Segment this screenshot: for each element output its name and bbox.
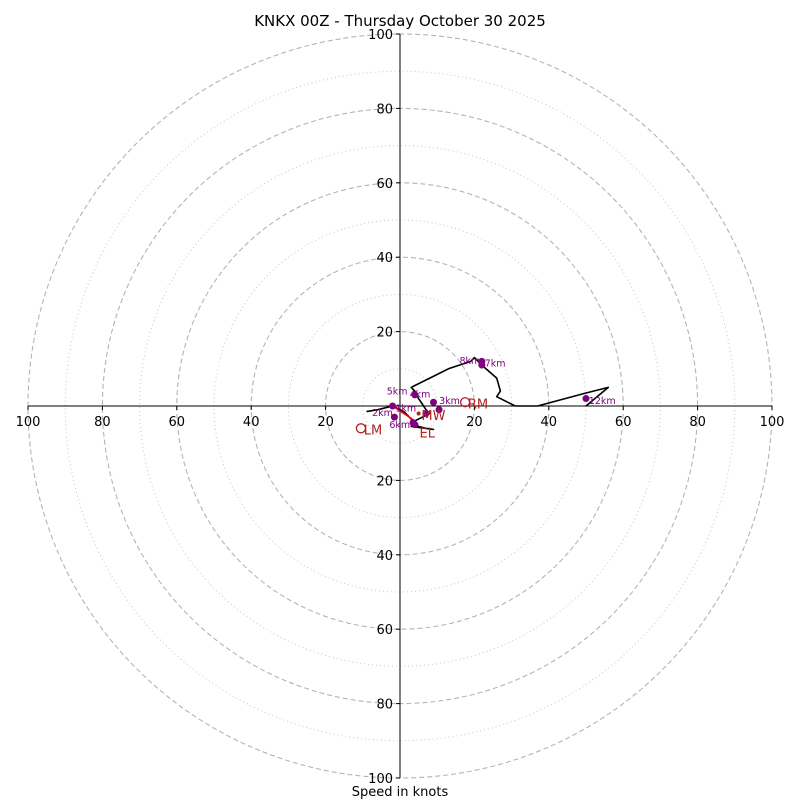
x-tick-label: 40 <box>243 415 260 430</box>
annotation-label: EL <box>420 426 436 441</box>
storm-motion-marker <box>355 423 367 434</box>
height-marker-dot <box>422 409 430 417</box>
height-marker-label: 4km <box>410 389 431 400</box>
height-marker-dot <box>435 406 443 414</box>
height-marker-dot <box>411 421 419 429</box>
height-marker-dot <box>390 413 398 421</box>
mean-wind-marker <box>416 411 421 416</box>
y-tick-label: 80 <box>376 698 393 713</box>
mean-wind-label: MW <box>421 409 445 424</box>
height-marker-dot <box>429 398 437 406</box>
height-marker-label: 2km <box>372 408 393 419</box>
x-tick-label: 20 <box>466 415 483 430</box>
y-tick-label: 80 <box>376 102 393 117</box>
storm-motion-markers <box>355 397 471 434</box>
x-axis-label: Speed in knots <box>352 785 449 800</box>
y-tick-label: 20 <box>376 326 393 341</box>
height-marker-label: 1km <box>395 403 416 414</box>
hodograph-trace <box>366 356 610 431</box>
y-tick-label: 40 <box>376 549 393 564</box>
tick-labels: 100 80 60 40 20 20 40 60 80 100 100 80 60 40 20 20 40 60 8… <box>16 28 785 787</box>
x-tick-label: 80 <box>689 415 706 430</box>
y-tick-label: 100 <box>368 772 393 787</box>
height-marker-dot <box>411 391 419 399</box>
height-marker-label: 12km <box>589 396 616 407</box>
storm-motion-label: LM <box>364 424 382 439</box>
height-marker-dot <box>478 361 486 369</box>
height-marker-label: 5km <box>387 386 408 397</box>
chart-title: KNKX 00Z - Thursday October 30 2025 <box>254 12 546 30</box>
height-marker-dot <box>389 402 397 410</box>
height-marker-label: 6km <box>389 420 410 431</box>
height-marker-label: 3km <box>439 396 460 407</box>
x-tick-label: 40 <box>541 415 558 430</box>
height-marker-label: 8km <box>460 356 481 367</box>
y-tick-label: 20 <box>376 474 393 489</box>
storm-motion-label: RM <box>468 398 488 413</box>
shear-vector <box>392 405 416 422</box>
y-tick-label: 60 <box>376 623 393 638</box>
x-tick-label: 60 <box>615 415 632 430</box>
height-marker-label: 7km <box>485 359 506 370</box>
x-tick-label: 100 <box>16 415 41 430</box>
axes <box>28 34 772 778</box>
y-tick-label: 100 <box>368 28 393 43</box>
storm-motion-marker <box>459 397 471 408</box>
height-markers <box>389 357 590 429</box>
x-tick-label: 80 <box>94 415 111 430</box>
x-tick-label: 100 <box>760 415 785 430</box>
x-tick-label: 20 <box>317 415 334 430</box>
x-tick-label: 60 <box>169 415 186 430</box>
hodograph-line <box>366 356 610 431</box>
height-marker-dot <box>582 395 590 403</box>
y-tick-label: 60 <box>376 177 393 192</box>
y-tick-label: 40 <box>376 251 393 266</box>
